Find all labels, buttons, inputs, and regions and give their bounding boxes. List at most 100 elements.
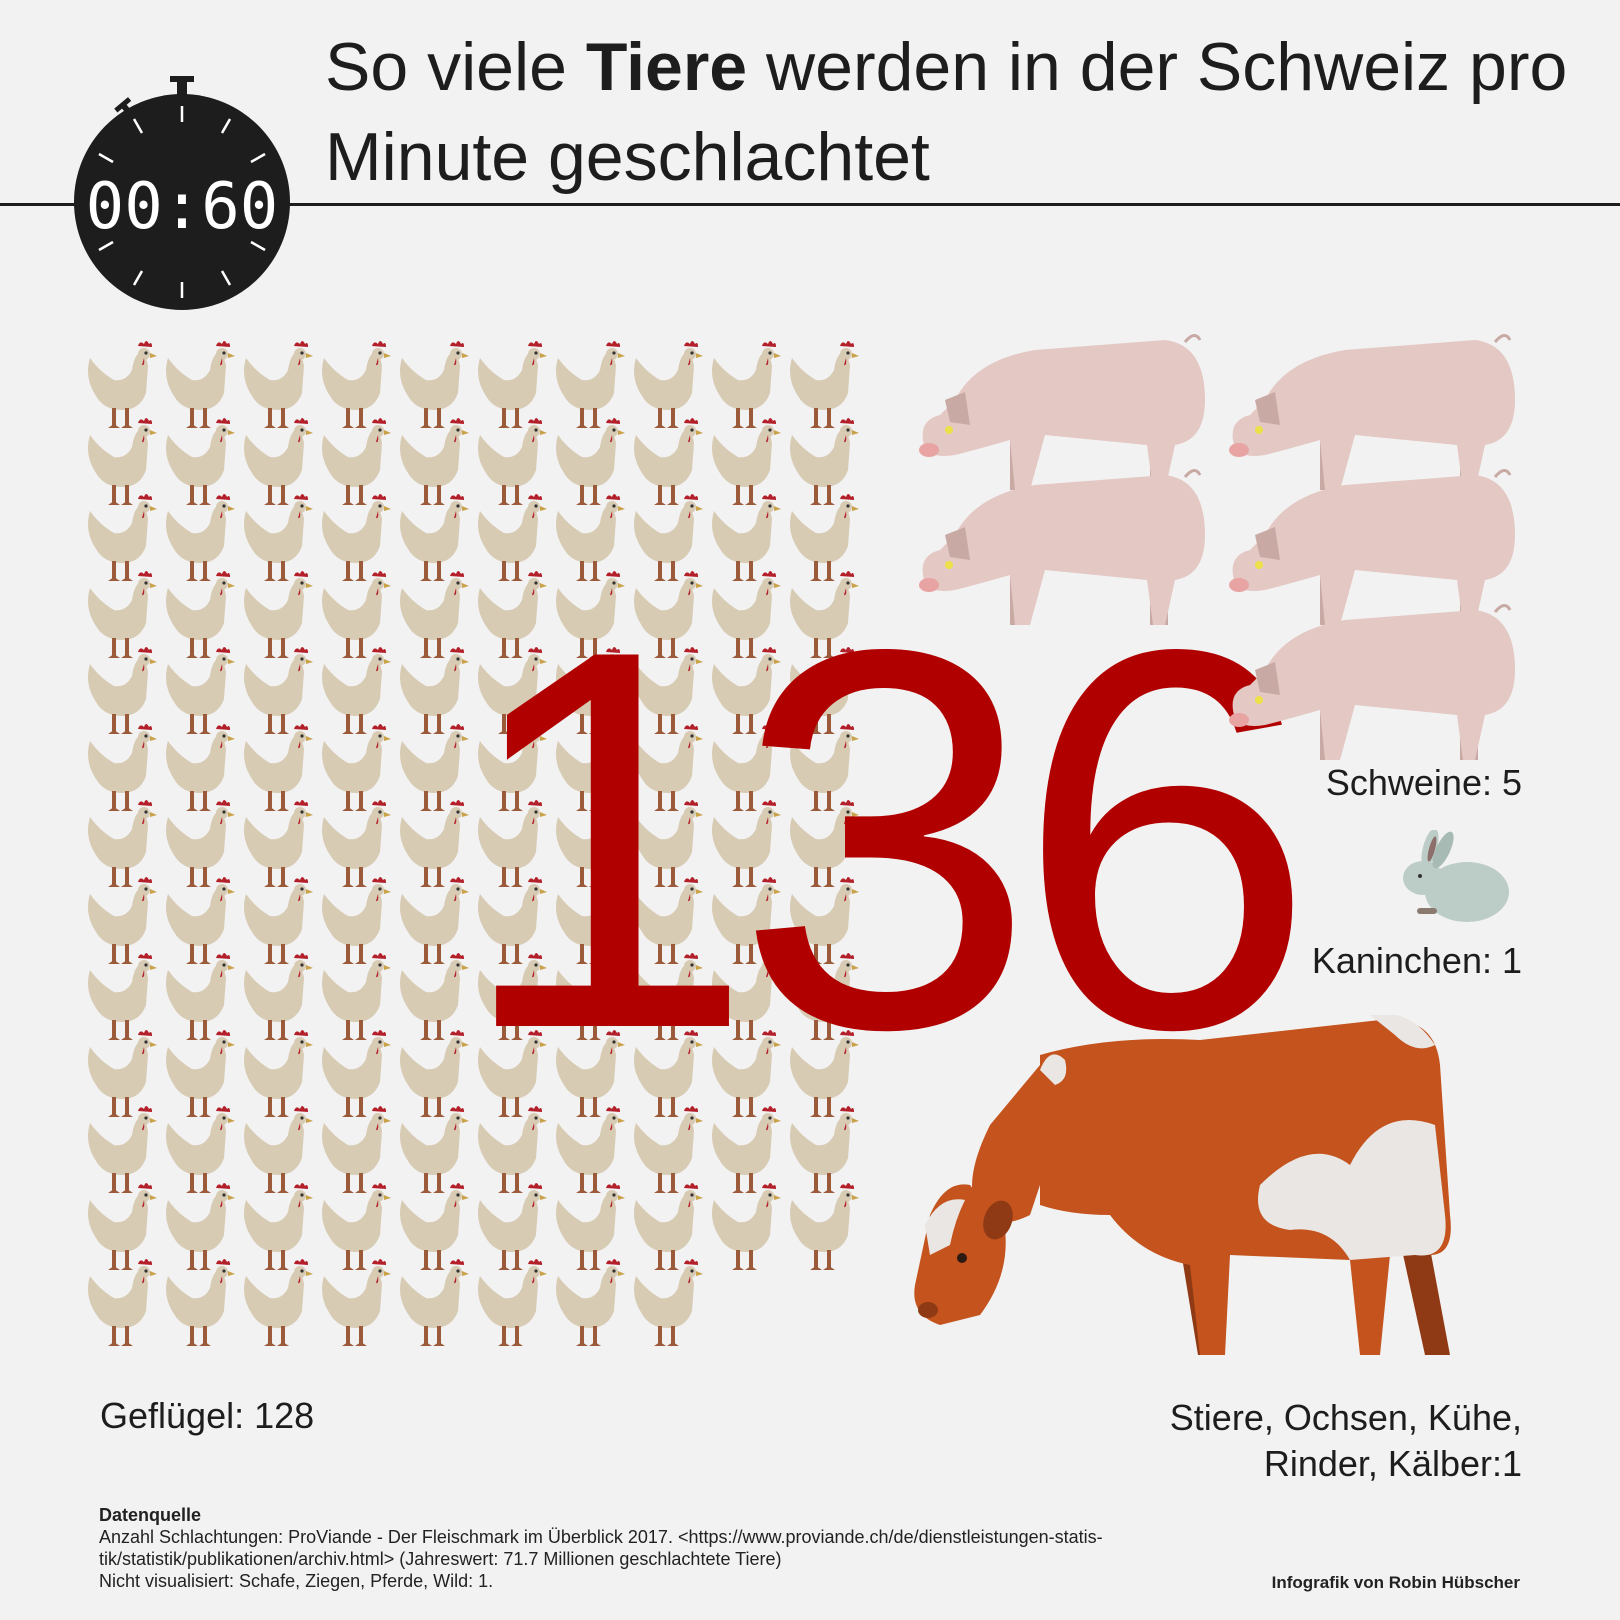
chicken-icon bbox=[706, 491, 786, 586]
chicken-icon bbox=[238, 415, 318, 510]
chicken-icon bbox=[160, 1256, 240, 1351]
chicken-icon bbox=[82, 491, 162, 586]
chicken-icon bbox=[784, 415, 864, 510]
chicken-icon bbox=[628, 568, 708, 663]
stopwatch-icon: 00:60 bbox=[74, 76, 290, 310]
chicken-icon bbox=[628, 1103, 708, 1198]
chicken-icon bbox=[238, 721, 318, 816]
chicken-icon bbox=[238, 874, 318, 969]
chicken-icon bbox=[628, 644, 708, 739]
chicken-icon bbox=[784, 338, 864, 433]
chicken-icon bbox=[550, 1027, 630, 1122]
chicken-icon bbox=[394, 415, 474, 510]
chicken-icon bbox=[628, 874, 708, 969]
chicken-icon bbox=[160, 797, 240, 892]
chicken-icon bbox=[316, 950, 396, 1045]
source-line-1: Anzahl Schlachtungen: ProViande - Der Fl… bbox=[99, 1527, 1103, 1547]
chicken-icon bbox=[394, 644, 474, 739]
chicken-icon bbox=[316, 1027, 396, 1122]
chicken-icon bbox=[784, 1103, 864, 1198]
credit-text: Infografik von Robin Hübscher bbox=[1271, 1573, 1520, 1592]
chicken-icon bbox=[160, 415, 240, 510]
chicken-icon bbox=[394, 568, 474, 663]
chicken-icon bbox=[628, 1027, 708, 1122]
chicken-icon bbox=[628, 1256, 708, 1351]
chicken-icon bbox=[316, 568, 396, 663]
chicken-icon bbox=[550, 797, 630, 892]
chicken-icon bbox=[316, 1256, 396, 1351]
chicken-icon bbox=[82, 797, 162, 892]
chicken-icon bbox=[472, 338, 552, 433]
chicken-icon bbox=[238, 338, 318, 433]
pig-icon bbox=[1225, 600, 1525, 765]
chicken-icon bbox=[706, 797, 786, 892]
chicken-icon bbox=[160, 491, 240, 586]
chicken-icon bbox=[394, 1180, 474, 1275]
chicken-icon bbox=[550, 1103, 630, 1198]
chicken-icon bbox=[550, 644, 630, 739]
source-line-3: Nicht visualisiert: Schafe, Ziegen, Pfer… bbox=[99, 1571, 494, 1591]
chicken-icon bbox=[706, 1027, 786, 1122]
chicken-icon bbox=[472, 1180, 552, 1275]
chicken-icon bbox=[472, 415, 552, 510]
chicken-icon bbox=[238, 1180, 318, 1275]
chicken-icon bbox=[472, 874, 552, 969]
chicken-icon bbox=[784, 1180, 864, 1275]
chicken-icon bbox=[472, 1027, 552, 1122]
chicken-icon bbox=[238, 950, 318, 1045]
chicken-icon bbox=[628, 797, 708, 892]
chicken-icon bbox=[628, 721, 708, 816]
chicken-icon bbox=[82, 1180, 162, 1275]
chicken-icon bbox=[550, 568, 630, 663]
cattle-label-line1: Stiere, Ochsen, Kühe, bbox=[1169, 1397, 1522, 1438]
chicken-icon bbox=[316, 1103, 396, 1198]
chicken-icon bbox=[316, 1180, 396, 1275]
pig-icon bbox=[1225, 465, 1525, 630]
chicken-icon bbox=[82, 950, 162, 1045]
rabbit-icon bbox=[1403, 830, 1509, 922]
pig-icon bbox=[915, 465, 1215, 630]
chicken-icon bbox=[82, 1027, 162, 1122]
chicken-icon bbox=[784, 797, 864, 892]
chicken-icon bbox=[706, 1180, 786, 1275]
chicken-icon bbox=[394, 1256, 474, 1351]
chicken-icon bbox=[706, 415, 786, 510]
chicken-icon bbox=[550, 1256, 630, 1351]
chicken-icon bbox=[550, 491, 630, 586]
chicken-icon bbox=[160, 338, 240, 433]
chicken-icon bbox=[784, 721, 864, 816]
chicken-icon bbox=[394, 797, 474, 892]
chicken-icon bbox=[472, 568, 552, 663]
chicken-icon bbox=[316, 491, 396, 586]
chicken-icon bbox=[316, 644, 396, 739]
chicken-icon bbox=[238, 1103, 318, 1198]
cattle-label-line2: Rinder, Kälber:1 bbox=[1263, 1443, 1522, 1484]
page-title: So viele Tiere werden in der Schweiz pro… bbox=[325, 29, 1568, 195]
chicken-icon bbox=[784, 644, 864, 739]
chicken-icon bbox=[628, 950, 708, 1045]
pig-icon bbox=[1225, 330, 1525, 495]
header-divider bbox=[0, 203, 1620, 206]
cow-icon bbox=[914, 1015, 1451, 1355]
poultry-label: Geflügel: 128 bbox=[100, 1395, 315, 1436]
chicken-icon bbox=[160, 874, 240, 969]
chicken-icon bbox=[82, 874, 162, 969]
chicken-icon bbox=[316, 797, 396, 892]
chicken-icon bbox=[628, 1180, 708, 1275]
chicken-icon bbox=[784, 568, 864, 663]
chicken-icon bbox=[628, 491, 708, 586]
chicken-icon bbox=[784, 1027, 864, 1122]
chicken-icon bbox=[394, 338, 474, 433]
chicken-icon bbox=[238, 491, 318, 586]
total-count: 136 bbox=[455, 538, 1316, 1141]
chicken-icon bbox=[628, 415, 708, 510]
chicken-icon bbox=[316, 338, 396, 433]
chicken-icon bbox=[784, 950, 864, 1045]
chicken-icon bbox=[82, 1103, 162, 1198]
chicken-icon bbox=[706, 1103, 786, 1198]
chicken-icon bbox=[394, 721, 474, 816]
chicken-icon bbox=[316, 415, 396, 510]
chicken-icon bbox=[706, 338, 786, 433]
pig-icon bbox=[915, 330, 1215, 495]
chicken-icon bbox=[550, 874, 630, 969]
